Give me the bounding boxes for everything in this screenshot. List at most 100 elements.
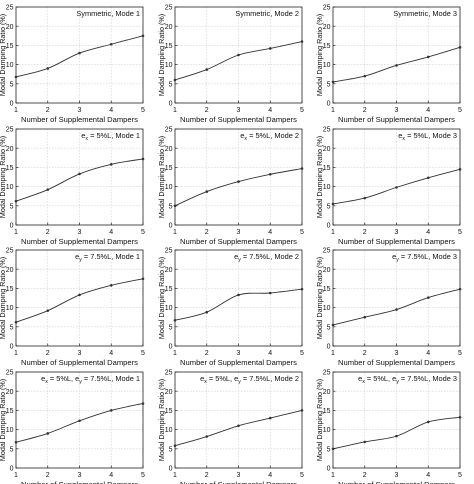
- y-axis-label: Modal Damping Ratio (%): [157, 379, 166, 461]
- data-point: [363, 196, 367, 200]
- y-tick-label: 5: [327, 446, 331, 453]
- data-point: [109, 163, 113, 166]
- data-point: [205, 435, 209, 438]
- x-tick-label: 5: [141, 107, 145, 114]
- x-tick-label: 3: [395, 107, 399, 114]
- y-tick-label: 5: [10, 324, 14, 331]
- x-tick-label: 4: [109, 229, 113, 236]
- y-tick-label: 10: [165, 427, 173, 434]
- y-tick-label: 5: [10, 446, 14, 453]
- x-tick-label: 2: [363, 350, 367, 357]
- x-tick-label: 2: [46, 229, 50, 236]
- y-axis-label: Modal Damping Ratio (%): [0, 136, 7, 218]
- y-tick-label: 20: [323, 267, 331, 274]
- data-point: [205, 190, 209, 193]
- x-tick-label: 5: [141, 350, 145, 357]
- y-tick-label: 5: [169, 203, 173, 210]
- x-tick-label: 1: [331, 350, 335, 357]
- data-point: [141, 277, 145, 281]
- data-point: [205, 310, 209, 314]
- data-point: [78, 293, 81, 297]
- y-tick-label: 25: [165, 370, 173, 377]
- y-tick-label: 0: [10, 223, 14, 230]
- y-tick-label: 20: [165, 24, 173, 31]
- data-point: [458, 46, 462, 49]
- data-point: [237, 293, 240, 297]
- x-tick-label: 1: [331, 472, 335, 479]
- x-axis-label: Number of Supplemental Dampers: [21, 115, 138, 124]
- x-axis-label: Number of Supplemental Dampers: [180, 358, 297, 367]
- y-tick-label: 15: [323, 43, 331, 50]
- data-point: [78, 51, 81, 55]
- data-point: [173, 78, 177, 82]
- x-tick-label: 3: [395, 350, 399, 357]
- y-tick-label: 0: [169, 466, 173, 473]
- y-axis-label: Modal Damping Ratio (%): [315, 14, 324, 96]
- x-tick-label: 1: [331, 229, 335, 236]
- x-tick-label: 2: [363, 229, 367, 236]
- data-point: [363, 315, 367, 319]
- data-point: [426, 176, 430, 180]
- y-axis-label: Modal Damping Ratio (%): [0, 257, 7, 339]
- panel-title: ex = 5%L, ey = 7.5%L, Mode 1: [41, 374, 140, 385]
- data-point: [395, 186, 398, 189]
- data-point: [268, 416, 272, 420]
- panel-title: ex = 5%L, Mode 2: [240, 131, 299, 142]
- y-tick-label: 10: [165, 184, 173, 191]
- y-tick-label: 15: [6, 408, 14, 415]
- x-tick-label: 4: [426, 107, 430, 114]
- data-point: [78, 419, 81, 423]
- x-tick-label: 1: [173, 472, 177, 479]
- y-axis-label: Modal Damping Ratio (%): [315, 257, 324, 339]
- y-tick-label: 15: [165, 43, 173, 50]
- data-point: [426, 55, 430, 59]
- data-point: [458, 287, 462, 291]
- x-tick-label: 5: [300, 107, 304, 114]
- data-point: [237, 53, 240, 57]
- x-tick-label: 4: [268, 350, 272, 357]
- x-axis-label: Number of Supplemental Dampers: [338, 115, 455, 124]
- data-point: [46, 188, 50, 191]
- y-tick-label: 10: [6, 305, 14, 312]
- data-point: [300, 167, 304, 170]
- data-point: [141, 157, 145, 161]
- data-point: [141, 402, 145, 405]
- panel-title: ex = 5%L, Mode 1: [81, 131, 140, 142]
- x-tick-label: 3: [395, 472, 399, 479]
- y-tick-label: 20: [165, 267, 173, 274]
- x-tick-label: 2: [205, 472, 209, 479]
- x-axis-label: Number of Supplemental Dampers: [338, 237, 455, 246]
- x-tick-label: 5: [300, 229, 304, 236]
- x-axis-label: Number of Supplemental Dampers: [338, 358, 455, 367]
- x-tick-label: 2: [205, 107, 209, 114]
- x-axis-label: Number of Supplemental Dampers: [21, 480, 138, 484]
- y-tick-label: 20: [323, 146, 331, 153]
- panel-title: ex = 5%L, ey = 7.5%L, Mode 3: [358, 374, 457, 385]
- data-point: [173, 204, 177, 208]
- data-point: [237, 424, 240, 428]
- x-tick-label: 3: [395, 229, 399, 236]
- x-tick-label: 1: [173, 350, 177, 357]
- y-tick-label: 10: [6, 184, 14, 191]
- y-axis-label: Modal Damping Ratio (%): [315, 136, 324, 218]
- y-tick-label: 15: [165, 408, 173, 415]
- panel-title: Symmetric, Mode 3: [393, 9, 457, 18]
- data-point: [109, 409, 113, 412]
- x-tick-label: 5: [458, 107, 462, 114]
- x-tick-label: 5: [300, 350, 304, 357]
- y-tick-label: 20: [323, 24, 331, 31]
- y-tick-label: 15: [6, 43, 14, 50]
- x-axis-label: Number of Supplemental Dampers: [180, 115, 297, 124]
- data-point: [109, 284, 113, 287]
- x-tick-label: 3: [237, 472, 241, 479]
- data-point: [331, 80, 335, 84]
- x-tick-label: 3: [78, 107, 82, 114]
- y-tick-label: 25: [323, 5, 331, 12]
- y-tick-label: 10: [323, 305, 331, 312]
- x-tick-label: 4: [268, 472, 272, 479]
- data-point: [363, 74, 367, 78]
- y-tick-label: 15: [323, 165, 331, 172]
